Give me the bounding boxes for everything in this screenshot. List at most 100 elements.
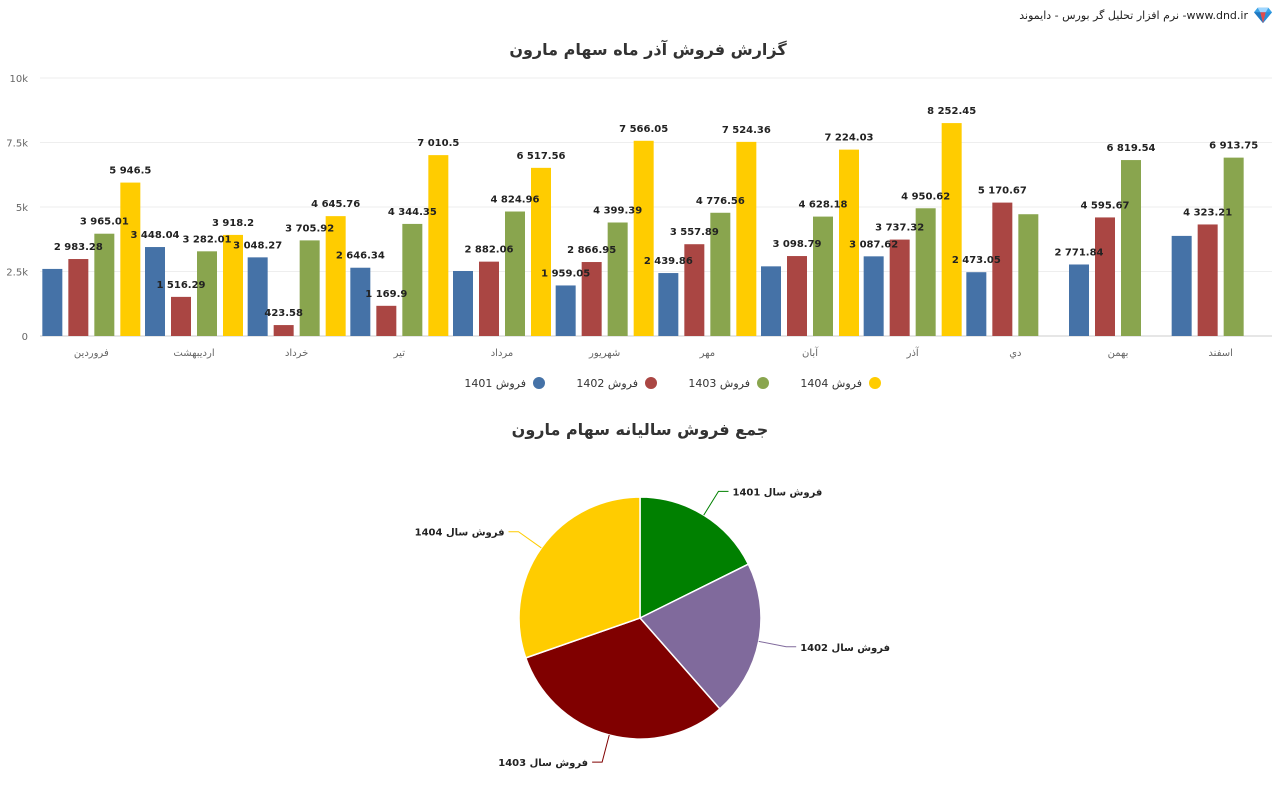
- bar-data-label: 1 169.9: [365, 289, 407, 300]
- legend-label[interactable]: فروش 1404: [800, 377, 862, 390]
- bar: [915, 208, 936, 336]
- bar-data-label: 3 705.92: [285, 223, 334, 234]
- bar: [299, 240, 320, 336]
- bar: [350, 267, 371, 336]
- bar: [505, 211, 525, 336]
- pie-slice: [518, 496, 641, 659]
- x-category-label: فروردين: [74, 348, 109, 359]
- bar-data-label: 1 959.05: [541, 268, 590, 279]
- bar: [941, 123, 962, 336]
- bar: [839, 149, 859, 336]
- pie-leader-line: [592, 734, 610, 763]
- bar: [428, 155, 449, 336]
- legend-label[interactable]: فروش 1401: [464, 377, 526, 390]
- bar-data-label: 2 882.06: [464, 245, 513, 256]
- bar-data-label: 4 323.21: [1183, 207, 1232, 218]
- bar: [581, 262, 602, 336]
- pie-leader-line: [508, 531, 542, 549]
- bar-data-label: 3 737.32: [875, 223, 924, 234]
- bar: [863, 256, 884, 336]
- bar: [94, 233, 115, 336]
- bar: [531, 167, 551, 336]
- x-category-label: آبان: [802, 346, 819, 359]
- y-tick-label: 0: [22, 332, 28, 343]
- bar: [607, 222, 628, 336]
- y-tick-label: 5k: [16, 203, 28, 214]
- bar: [453, 270, 473, 336]
- bar-data-label: 2 439.86: [644, 256, 693, 267]
- legend-label[interactable]: فروش 1403: [688, 377, 750, 390]
- bar-data-label: 3 557.89: [670, 227, 719, 238]
- bar: [658, 273, 679, 336]
- bar: [197, 251, 217, 336]
- x-category-label: مرداد: [491, 348, 514, 359]
- bar-data-label: 5 170.67: [978, 186, 1027, 197]
- bar: [1223, 157, 1244, 336]
- bar-data-label: 7 524.36: [722, 125, 771, 136]
- x-category-label: شهريور: [588, 348, 620, 359]
- pie-slice-label: فروش سال 1401: [732, 487, 822, 498]
- bar: [171, 296, 191, 336]
- bar: [68, 259, 89, 336]
- bar-data-label: 423.58: [264, 308, 303, 319]
- bar-data-label: 3 098.79: [772, 239, 821, 250]
- bar-data-label: 6 913.75: [1209, 141, 1258, 152]
- bar-data-label: 3 448.04: [130, 230, 179, 241]
- bar: [1197, 224, 1218, 336]
- bar-data-label: 6 819.54: [1106, 143, 1155, 154]
- bar: [736, 141, 757, 336]
- bar: [325, 216, 346, 336]
- bar: [1095, 217, 1115, 336]
- monthly-sales-bar-chart: گزارش فروش آذر ماه سهام مارون 0 2.5k 5k 7.5…: [6, 39, 1272, 390]
- x-category-label: آذر: [906, 346, 920, 359]
- bar-data-label: 8 252.45: [927, 106, 976, 117]
- x-category-label: تير: [393, 348, 406, 359]
- legend-marker[interactable]: [645, 377, 657, 389]
- bar-data-label: 7 010.5: [417, 138, 459, 149]
- legend-marker[interactable]: [757, 377, 769, 389]
- diamond-logo-icon: [1254, 7, 1272, 24]
- bar: [120, 182, 141, 336]
- pie-slice-label: فروش سال 1403: [498, 758, 588, 769]
- bar: [684, 244, 705, 336]
- legend-label[interactable]: فروش 1402: [576, 377, 638, 390]
- pie-leader-line: [758, 640, 797, 648]
- bar-data-label: 2 983.28: [54, 242, 103, 253]
- bar: [479, 261, 499, 336]
- legend-marker[interactable]: [533, 377, 545, 389]
- bar-data-label: 4 645.76: [311, 199, 360, 210]
- annual-sales-pie-chart: جمع فروش ساليانه سهام مارون فروش سال 140…: [415, 420, 890, 769]
- bar-data-label: 4 595.67: [1080, 200, 1129, 211]
- pie-chart-title: جمع فروش ساليانه سهام مارون: [512, 420, 769, 439]
- x-category-label: بهمن: [1108, 348, 1129, 359]
- x-category-label: ارديبهشت: [173, 348, 214, 359]
- bar: [1018, 214, 1039, 336]
- bar-data-label: 4 344.35: [388, 207, 437, 218]
- brand-header: نرم افزار تحلیل گر بورس - دایموند -www.d…: [1019, 6, 1272, 24]
- bar-data-label: 2 646.34: [336, 251, 385, 262]
- bar: [273, 325, 294, 336]
- bar-data-label: 4 950.62: [901, 191, 950, 202]
- bar: [787, 256, 807, 336]
- bar: [1121, 160, 1141, 336]
- bar: [966, 272, 987, 336]
- bar: [42, 268, 63, 336]
- bar: [633, 140, 654, 336]
- legend-marker[interactable]: [869, 377, 881, 389]
- bar-data-label: 3 282.01: [182, 234, 231, 245]
- bar-data-label: 3 965.01: [80, 217, 129, 228]
- bar-data-label: 6 517.56: [516, 151, 565, 162]
- bar-data-label: 4 776.56: [696, 196, 745, 207]
- bar: [889, 239, 910, 336]
- bar: [992, 202, 1013, 336]
- bar-data-label: 3 048.27: [233, 240, 282, 251]
- x-category-label: مهر: [699, 348, 715, 359]
- pie-leader-line: [703, 490, 729, 516]
- pie-slice: [638, 563, 762, 710]
- bar-data-label: 2 473.05: [952, 255, 1001, 266]
- pie-slice: [524, 617, 721, 740]
- bar-data-label: 4 628.18: [798, 200, 847, 211]
- y-tick-label: 7.5k: [6, 139, 28, 150]
- y-tick-label: 2.5k: [6, 268, 28, 279]
- y-tick-label: 10k: [9, 74, 28, 85]
